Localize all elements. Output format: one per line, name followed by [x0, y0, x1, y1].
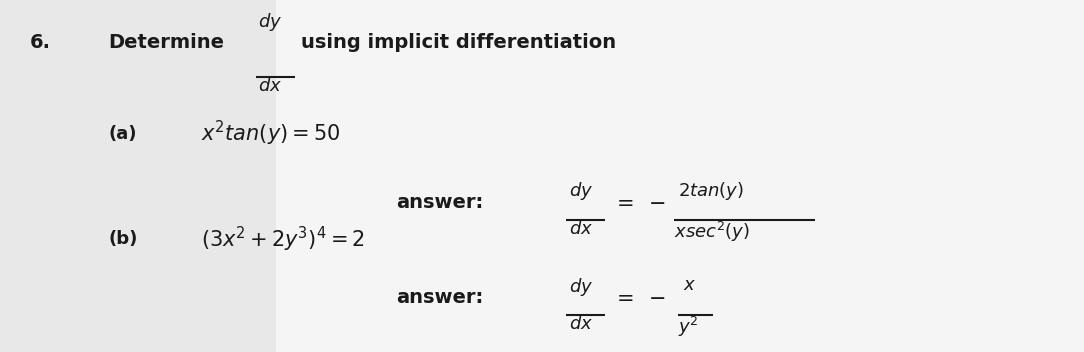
Text: $dx$: $dx$: [569, 220, 593, 238]
Text: $-$: $-$: [648, 193, 666, 212]
Text: $dy$: $dy$: [569, 180, 593, 201]
Text: $dx$: $dx$: [258, 77, 282, 95]
Text: Determine: Determine: [108, 33, 224, 52]
Text: $x$: $x$: [683, 276, 696, 294]
Text: $x^2tan(y) = 50$: $x^2tan(y) = 50$: [201, 119, 340, 148]
Text: $dx$: $dx$: [569, 315, 593, 333]
Text: $=$: $=$: [612, 193, 634, 212]
Text: (b): (b): [108, 230, 138, 249]
Text: $-$: $-$: [648, 288, 666, 307]
Text: $dy$: $dy$: [258, 11, 282, 33]
Bar: [276, 0, 1084, 352]
Text: 6.: 6.: [29, 33, 50, 52]
Text: $xsec^2(y)$: $xsec^2(y)$: [674, 220, 750, 244]
Text: $=$: $=$: [612, 288, 634, 307]
Text: $dy$: $dy$: [569, 276, 593, 298]
Text: $y^2$: $y^2$: [678, 315, 698, 339]
Text: answer:: answer:: [396, 193, 482, 212]
Text: (a): (a): [108, 125, 137, 143]
Text: $(3x^2 + 2y^3)^4 = 2$: $(3x^2 + 2y^3)^4 = 2$: [201, 225, 364, 254]
Text: answer:: answer:: [396, 288, 482, 307]
Text: using implicit differentiation: using implicit differentiation: [301, 33, 617, 52]
Text: $2tan(y)$: $2tan(y)$: [678, 180, 744, 201]
